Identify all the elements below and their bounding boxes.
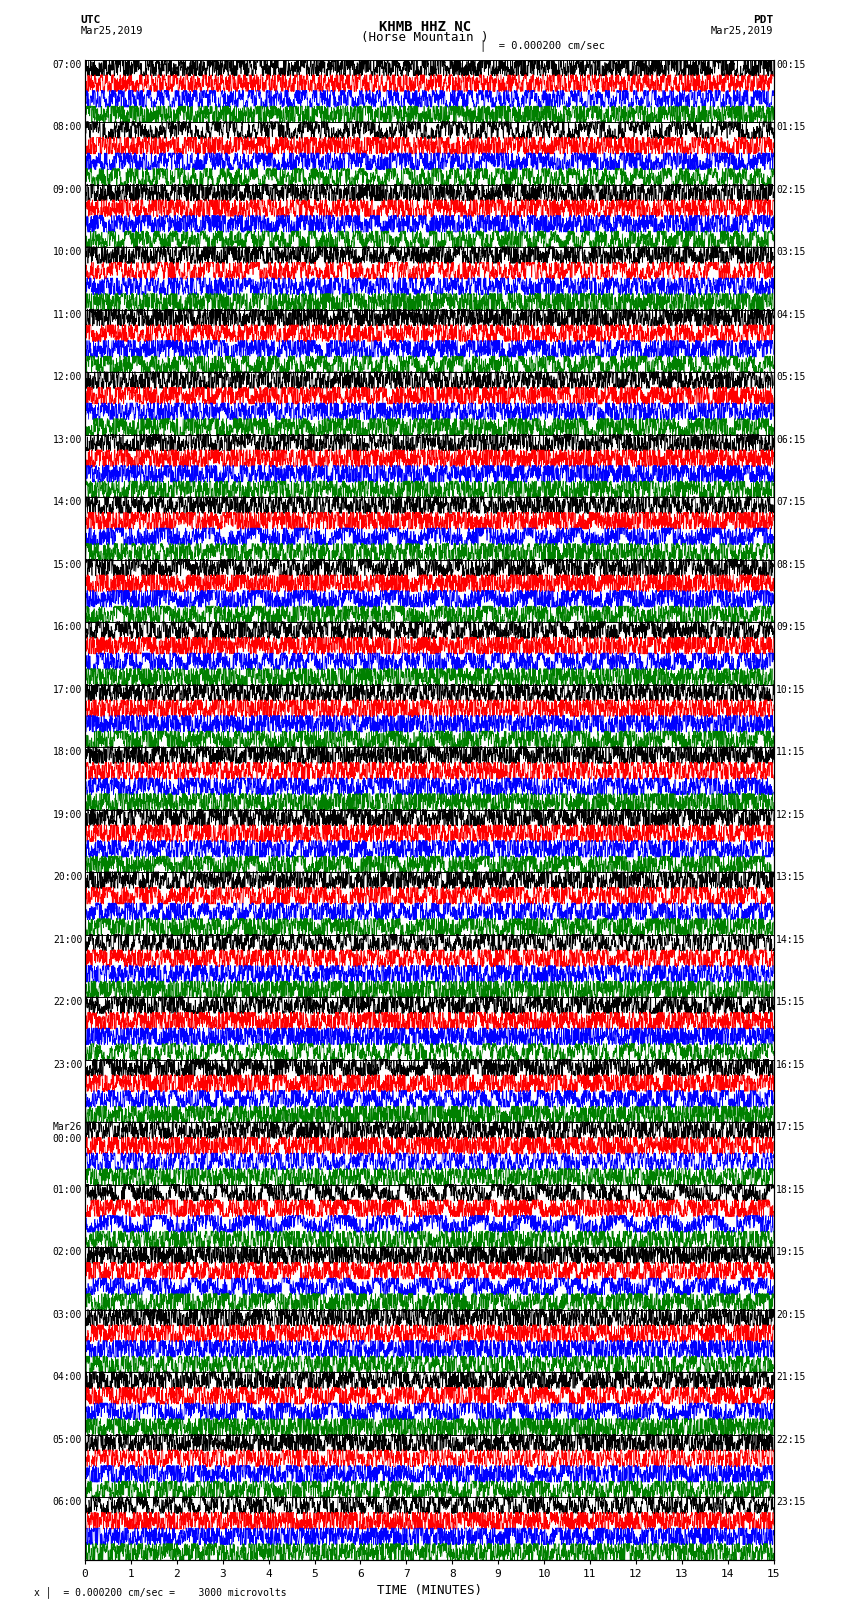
X-axis label: TIME (MINUTES): TIME (MINUTES) xyxy=(377,1584,482,1597)
Text: (Horse Mountain ): (Horse Mountain ) xyxy=(361,31,489,45)
Text: KHMB HHZ NC: KHMB HHZ NC xyxy=(379,19,471,34)
Text: x │  = 0.000200 cm/sec =    3000 microvolts: x │ = 0.000200 cm/sec = 3000 microvolts xyxy=(34,1587,286,1598)
Text: Mar25,2019: Mar25,2019 xyxy=(711,26,774,35)
Text: UTC: UTC xyxy=(81,16,101,26)
Text: │  = 0.000200 cm/sec: │ = 0.000200 cm/sec xyxy=(480,39,605,52)
Text: PDT: PDT xyxy=(753,16,774,26)
Text: Mar25,2019: Mar25,2019 xyxy=(81,26,144,35)
